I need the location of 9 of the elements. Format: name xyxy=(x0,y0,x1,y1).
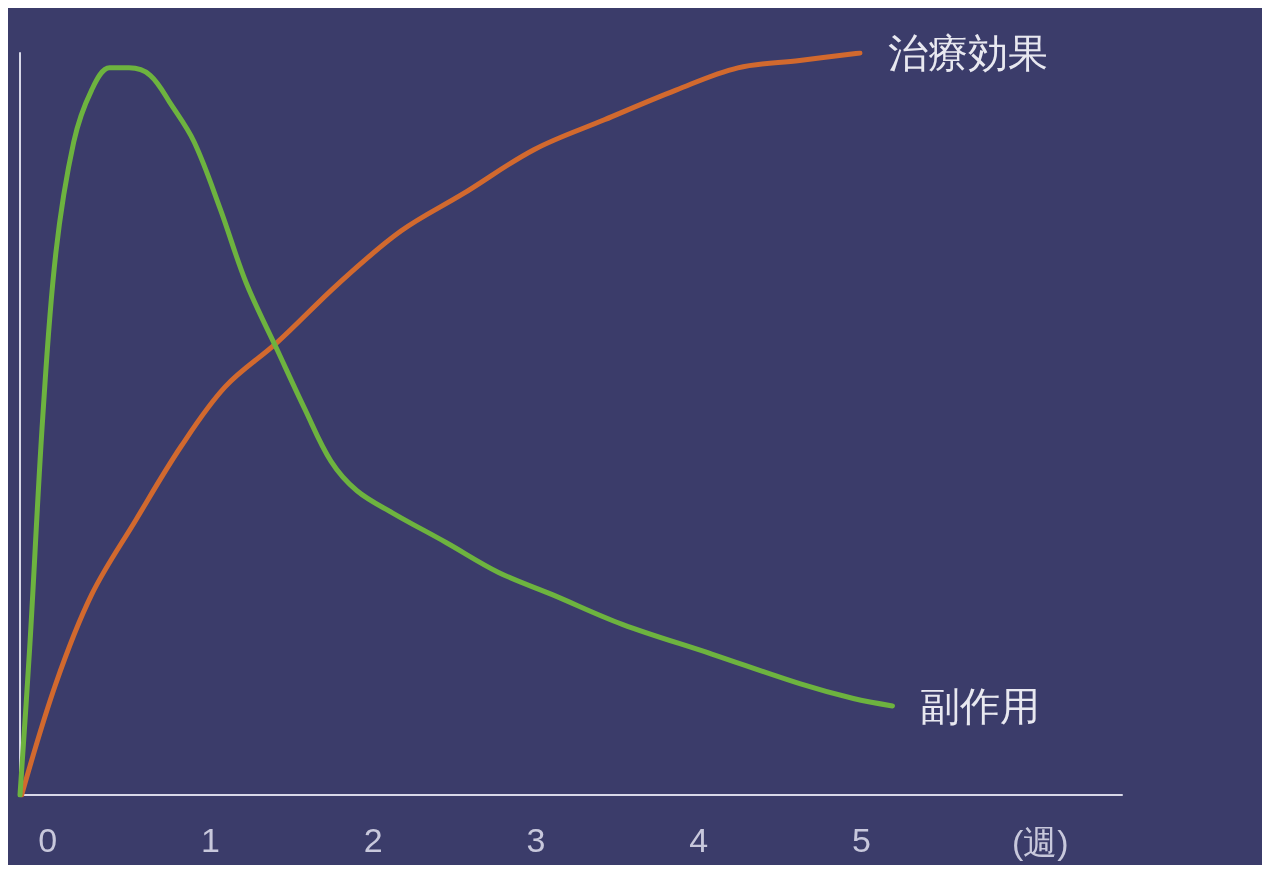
x-tick-label: 3 xyxy=(526,821,546,859)
series-label: 副作用 xyxy=(920,683,1041,728)
x-tick-label: 0 xyxy=(38,821,58,859)
x-tick-label: 5 xyxy=(852,821,872,859)
series-label: 治療効果 xyxy=(887,31,1048,75)
x-tick-label: 4 xyxy=(689,821,709,859)
x-tick-label: 1 xyxy=(200,821,220,859)
x-axis-title: (週) xyxy=(1012,823,1069,861)
x-tick-label: 2 xyxy=(363,821,383,859)
